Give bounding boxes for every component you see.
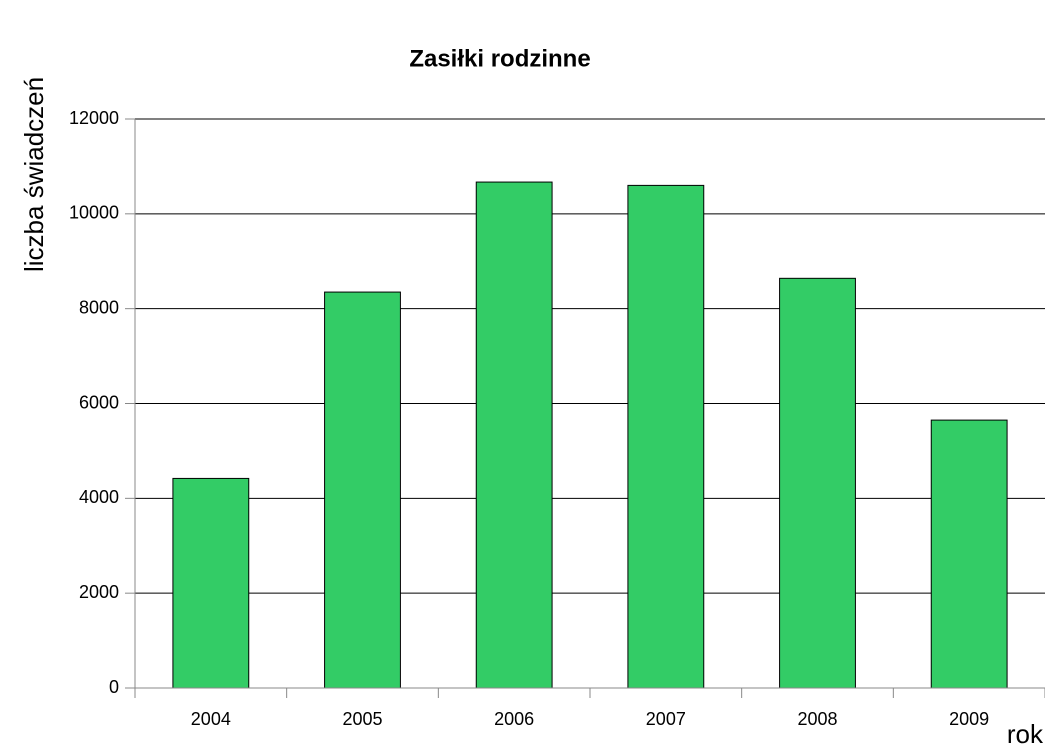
x-axis-title: rok [1007,719,1044,749]
bar [172,477,250,689]
y-tick-label: 2000 [79,582,119,602]
bar [779,277,856,689]
x-tick-label: 2005 [342,709,382,729]
x-tick-label: 2007 [646,709,686,729]
y-tick-label: 4000 [79,487,119,507]
bar [475,181,553,689]
bar [930,419,1008,689]
x-tick-label: 2004 [191,709,231,729]
bar [324,291,401,689]
x-tick-label: 2008 [797,709,837,729]
y-tick-label: 8000 [79,297,119,317]
y-tick-label: 10000 [69,203,119,223]
x-tick-label: 2009 [949,709,989,729]
chart-title: Zasiłki rodzinne [409,45,590,72]
y-tick-label: 0 [109,677,119,697]
x-tick-label: 2006 [494,709,534,729]
y-axis-title: liczba świadczeń [19,77,49,272]
y-tick-label: 12000 [69,108,119,128]
y-tick-label: 6000 [79,392,119,412]
bar [627,184,705,689]
